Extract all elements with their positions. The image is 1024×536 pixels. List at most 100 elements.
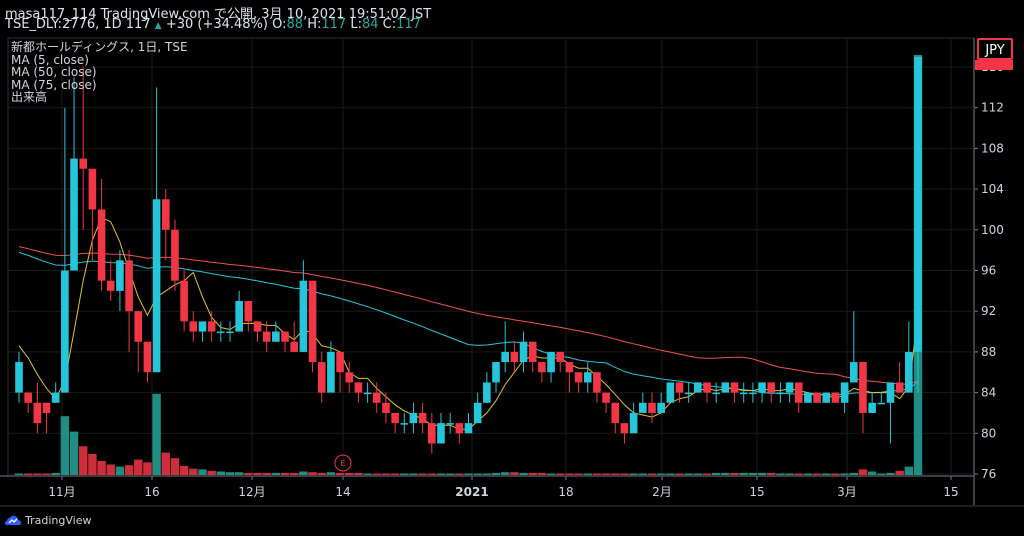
volume-bar [143,462,152,475]
volume-bar [363,473,372,475]
candle-body [161,199,170,230]
volume-bar [290,472,299,475]
volume-bar [794,473,803,475]
candle-body [272,331,280,342]
legend-ma5[interactable]: MA (5, close) [11,52,89,67]
low-value: 84 [361,17,379,32]
volume-bar [629,473,638,475]
candle-body [758,382,766,393]
candle-body [694,382,702,393]
candle-body [776,392,785,395]
legend-ma50[interactable]: MA (50, close) [11,65,97,79]
candle-body [721,382,730,393]
volume-bar [831,473,840,475]
open-value: 88 [286,17,304,32]
candle-body [657,402,665,413]
tradingview-logo[interactable]: TradingView [5,514,91,527]
candle-body [363,392,372,395]
volume-bar [271,472,281,475]
volume-bar [583,473,592,475]
y-tick-label: 104 [981,182,1004,196]
volume-bar [473,473,482,475]
y-tick-label: 88 [981,345,996,359]
volume-bar [546,473,556,475]
candle-body [79,158,88,169]
indicator-legend: 新都ホールディングス, 1日, TSE MA (5, close) MA (50… [11,41,188,104]
symbol-ohlc-bar: TSE_DLY:2776, 1D 117 ▲ +30 (+34.48%) O:8… [5,17,421,32]
x-tick-label: 15 [943,485,958,499]
candle-body [24,392,32,403]
volume-bar [721,472,730,475]
x-tick-label: 2月 [652,485,672,499]
candle-body [464,423,473,434]
volume-bar [216,471,226,475]
candle-body [180,280,188,322]
volume-bar [106,464,115,475]
volume-bar [482,473,492,475]
candle-body [593,372,601,393]
volume-bar [427,473,437,475]
volume-bar [60,416,70,475]
volume-bar [840,473,849,475]
legend-ma75[interactable]: MA (75, close) [11,77,97,92]
candle-body [785,382,794,393]
volume-bar [675,473,684,475]
candle-body [739,392,748,395]
volume-bar [822,473,831,475]
candle-body [749,392,757,395]
candle-body [42,402,51,413]
candle-body [859,362,867,413]
legend-volume[interactable]: 出来高 [11,90,48,104]
volume-bar [858,469,868,475]
candle-body [629,412,638,434]
volume-bar [97,461,106,475]
candle-body [125,260,133,312]
y-tick-label: 108 [981,141,1004,155]
candle-body [262,331,271,342]
volume-bar [262,472,271,475]
volume-bar [317,472,326,475]
candle-body [345,372,354,383]
volume-bar [124,465,134,475]
candle-body [767,382,776,393]
volume-bar [767,472,776,475]
candle-body [446,423,454,425]
candle-body [602,392,610,403]
candle-body [840,382,849,403]
volume-bar [152,393,161,475]
candle-body [547,351,555,373]
volume-bar [776,473,785,475]
candle-body [189,321,198,332]
candle-body [574,372,583,383]
y-tick-label: 100 [981,223,1004,237]
candle-body [519,341,528,363]
candle-body [235,301,243,332]
volume-bar [170,458,180,475]
candle-body [116,260,124,291]
candle-body [171,229,179,281]
volume-bar [510,472,519,475]
candle-body [905,351,913,393]
x-tick-label: 18 [558,485,573,499]
volume-bar [42,473,51,475]
volume-bar [14,473,24,475]
candle-body [666,382,675,403]
volume-bar [684,473,693,475]
currency-button[interactable]: JPY [977,38,1013,60]
volume-bar [445,473,455,475]
volume-bar [519,472,528,475]
publish-info: masa117_114 TradingView.com で公開, 3月 10, … [5,7,432,22]
candle-body [61,270,69,393]
volume-bar [656,473,666,475]
candle-body [244,301,253,322]
volume-bar [335,472,345,475]
high-value: 117 [321,17,347,32]
ma75-line [18,246,919,385]
ma50-line [18,251,919,396]
candle-body [226,331,234,334]
volume-bar [730,472,739,475]
close-label: C: [382,17,397,32]
legend-symbol[interactable]: 新都ホールディングス, 1日, TSE [11,40,188,54]
candle-body [849,362,858,383]
